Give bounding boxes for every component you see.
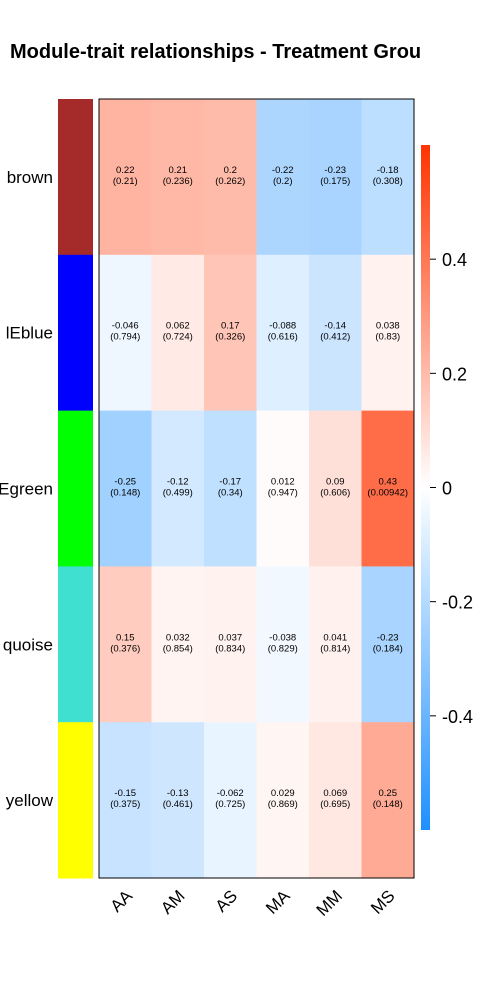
cell-pvalue-label: (0.184) [373, 643, 403, 654]
cell-value-label: -0.038 [269, 632, 296, 643]
colorbar-gradient [421, 145, 430, 830]
column-label: AA [107, 886, 137, 916]
cell-pvalue-label: (0.148) [110, 488, 140, 499]
module-color-2 [58, 411, 93, 567]
module-color-bar [58, 99, 93, 879]
cell-pvalue-label: (0.175) [320, 176, 350, 187]
cell-pvalue-label: (0.829) [268, 643, 298, 654]
cell-pvalue-label: (0.724) [163, 332, 193, 343]
cell-pvalue-label: (0.00942) [367, 488, 408, 499]
cell-value-label: 0.25 [379, 788, 398, 799]
cell-pvalue-label: (0.34) [218, 488, 243, 499]
cell-pvalue-label: (0.854) [163, 643, 193, 654]
cell-value-label: 0.012 [271, 477, 295, 488]
cell-pvalue-label: (0.412) [320, 332, 350, 343]
colorbar-tick-label: -0.4 [442, 707, 473, 727]
module-color-0 [58, 99, 93, 255]
cell-pvalue-label: (0.326) [215, 332, 245, 343]
chart-title: Module-trait relationships - Treatment G… [10, 41, 421, 63]
colorbar-legend: 0.4 0.2 0 -0.2 -0.4 [421, 145, 473, 830]
cell-pvalue-label: (0.606) [320, 488, 350, 499]
column-label: AM [157, 886, 188, 917]
cell-value-label: -0.25 [114, 477, 136, 488]
cell-pvalue-label: (0.21) [113, 176, 138, 187]
cell-value-label: 0.069 [323, 788, 347, 799]
cell-value-label: -0.14 [324, 321, 346, 332]
cell-pvalue-label: (0.725) [215, 799, 245, 810]
cell-pvalue-label: (0.461) [163, 799, 193, 810]
column-label: MA [262, 886, 294, 918]
colorbar-tick-label: -0.2 [442, 593, 473, 613]
row-label: Egreen [0, 480, 53, 499]
colorbar-tick-label: 0.4 [442, 250, 467, 270]
cell-value-label: -0.12 [167, 477, 189, 488]
cell-pvalue-label: (0.2) [273, 176, 293, 187]
row-label: quoise [3, 635, 53, 654]
row-label: lEblue [6, 324, 53, 343]
cell-value-label: 0.43 [379, 477, 398, 488]
cell-value-label: 0.029 [271, 788, 295, 799]
row-label: yellow [6, 791, 54, 810]
cell-value-label: -0.088 [269, 321, 296, 332]
column-label: MM [313, 886, 346, 919]
cell-value-label: 0.038 [376, 321, 400, 332]
cell-value-label: 0.09 [326, 477, 345, 488]
cell-value-label: -0.23 [324, 165, 346, 176]
cell-pvalue-label: (0.834) [215, 643, 245, 654]
cell-value-label: -0.23 [377, 632, 399, 643]
cell-pvalue-label: (0.616) [268, 332, 298, 343]
row-labels: brown lEblue Egreen quoise yellow [0, 168, 54, 810]
cell-pvalue-label: (0.236) [163, 176, 193, 187]
column-label: AS [212, 886, 241, 915]
cell-value-label: -0.18 [377, 165, 399, 176]
module-color-3 [58, 566, 93, 722]
cell-pvalue-label: (0.262) [215, 176, 245, 187]
column-label: MS [367, 886, 398, 917]
cell-value-label: 0.037 [218, 632, 242, 643]
heatmap-cells: 0.22(0.21) 0.21(0.236) 0.2(0.262) -0.22(0.2… [99, 99, 415, 879]
cell-pvalue-label: (0.308) [373, 176, 403, 187]
cell-value-label: 0.041 [323, 632, 347, 643]
cell-value-label: -0.062 [217, 788, 244, 799]
cell-value-label: -0.17 [219, 477, 241, 488]
colorbar-tick-label: 0.2 [442, 364, 467, 384]
cell-value-label: -0.046 [112, 321, 139, 332]
cell-pvalue-label: (0.499) [163, 488, 193, 499]
cell-value-label: 0.21 [169, 165, 188, 176]
cell-value-label: 0.2 [224, 165, 237, 176]
cell-pvalue-label: (0.869) [268, 799, 298, 810]
cell-value-label: -0.15 [114, 788, 136, 799]
row-label: brown [7, 168, 53, 187]
module-color-4 [58, 722, 93, 878]
colorbar-tick-label: 0 [442, 479, 452, 499]
cell-value-label: 0.032 [166, 632, 190, 643]
cell-pvalue-label: (0.794) [110, 332, 140, 343]
cell-pvalue-label: (0.947) [268, 488, 298, 499]
cell-value-label: 0.15 [116, 632, 135, 643]
cell-pvalue-label: (0.148) [373, 799, 403, 810]
cell-value-label: -0.13 [167, 788, 189, 799]
cell-pvalue-label: (0.83) [375, 332, 400, 343]
cell-value-label: -0.22 [272, 165, 294, 176]
module-color-1 [58, 255, 93, 411]
cell-pvalue-label: (0.376) [110, 643, 140, 654]
column-labels: AA AM AS MA MM MS [107, 886, 399, 920]
cell-pvalue-label: (0.695) [320, 799, 350, 810]
cell-value-label: 0.062 [166, 321, 190, 332]
cell-pvalue-label: (0.375) [110, 799, 140, 810]
cell-pvalue-label: (0.814) [320, 643, 350, 654]
cell-value-label: 0.22 [116, 165, 135, 176]
cell-value-label: 0.17 [221, 321, 240, 332]
